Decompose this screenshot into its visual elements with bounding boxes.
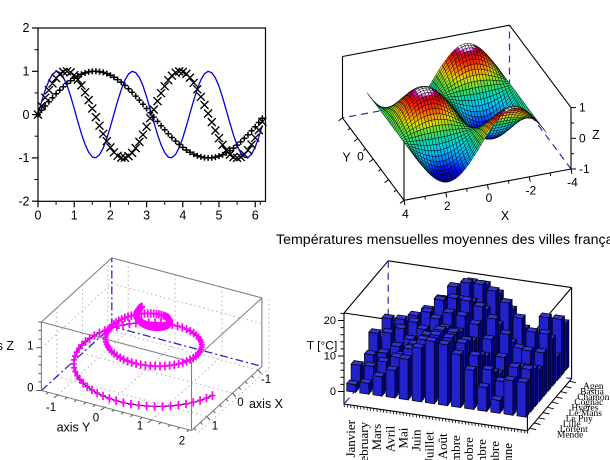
svg-text:1: 1 [579,101,586,115]
svg-text:Températures mensuelles moyenn: Températures mensuelles moyennes des vil… [276,232,610,248]
svg-text:axis Y: axis Y [57,421,91,435]
svg-text:February: February [356,421,371,460]
svg-text:0: 0 [357,150,364,164]
svg-text:4: 4 [402,207,409,221]
svg-text:5: 5 [216,209,223,223]
svg-text:Octobre: Octobre [461,437,476,460]
svg-text:axis X: axis X [249,397,284,411]
svg-text:Novembre: Novembre [474,439,489,460]
svg-text:Le Puy: Le Puy [566,414,593,424]
svg-text:Septembre: Septembre [448,435,463,460]
svg-text:-1: -1 [46,402,56,414]
svg-text:Agen: Agen [583,382,604,392]
svg-text:X: X [501,209,510,223]
svg-text:2: 2 [23,21,30,35]
svg-text:Moyenne: Moyenne [500,443,515,460]
svg-text:Mars: Mars [369,424,384,451]
svg-text:0: 0 [27,383,33,395]
svg-text:0: 0 [35,209,42,223]
svg-text:Hyères: Hyères [571,404,598,414]
svg-text:Mende: Mende [557,431,583,441]
svg-text:6: 6 [252,209,259,223]
svg-text:-1: -1 [18,151,29,165]
svg-text:Le Mans: Le Mans [569,409,603,419]
svg-text:Y: Y [342,151,351,165]
svg-text:0: 0 [237,397,243,409]
svg-text:1: 1 [137,421,143,433]
svg-text:1: 1 [23,65,30,79]
svg-text:Lorient: Lorient [560,425,588,435]
svg-text:Juin: Juin [409,429,424,451]
svg-text:1: 1 [71,209,78,223]
svg-text:Z: Z [592,128,600,142]
svg-text:Avril: Avril [382,425,397,452]
svg-text:Juillet: Juillet [422,431,437,460]
svg-text:3: 3 [143,209,150,223]
svg-text:1: 1 [27,341,33,353]
svg-text:4: 4 [179,209,186,223]
svg-text:T [°C]: T [°C] [307,339,338,353]
svg-text:0: 0 [23,108,30,122]
svg-text:2: 2 [179,436,185,448]
svg-text:2: 2 [107,209,114,223]
svg-text:10: 10 [324,351,336,363]
svg-text:axis Z: axis Z [0,339,14,353]
svg-text:2: 2 [444,199,451,213]
svg-text:-1: -1 [579,162,590,176]
svg-text:-1: -1 [261,374,271,386]
svg-text:-2: -2 [18,194,29,208]
svg-text:Cognac: Cognac [574,398,603,408]
svg-text:0: 0 [579,131,586,145]
svg-text:1: 1 [212,421,218,433]
svg-text:Janvier: Janvier [343,419,358,457]
svg-text:-2: -2 [525,183,536,197]
svg-text:Bastia: Bastia [580,387,605,397]
svg-text:Chamonix: Chamonix [577,393,610,403]
svg-text:20: 20 [324,315,336,327]
svg-text:-4: -4 [567,176,578,190]
svg-text:0: 0 [486,191,493,205]
svg-text:0: 0 [330,386,336,398]
svg-text:0: 0 [93,413,99,425]
svg-text:Lille: Lille [563,420,581,430]
svg-text:Décembre: Décembre [487,441,502,460]
svg-text:Mai: Mai [395,427,410,448]
svg-text:Août: Août [435,433,450,459]
